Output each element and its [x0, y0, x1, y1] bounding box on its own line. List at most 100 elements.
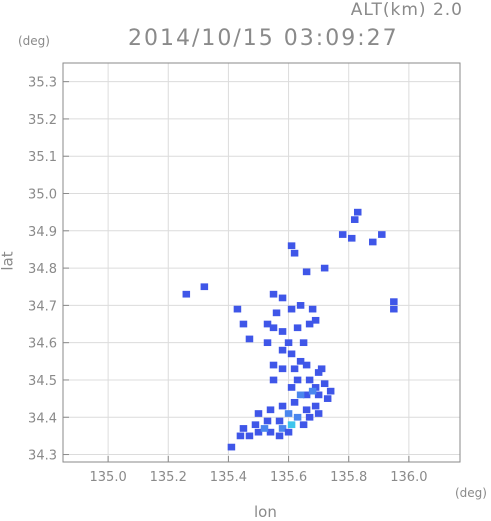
- echo-cell: [239, 320, 248, 328]
- echo-cell: [299, 421, 308, 429]
- axis-ticks: 135.0 135.2 135.4 135.6 135.8 136.0 35.3 35.2 35…: [28, 76, 427, 485]
- plot-frame: [62, 62, 461, 463]
- echo-cell: [287, 421, 296, 429]
- echo-cell: [293, 413, 302, 421]
- echo-cell: [338, 231, 347, 238]
- y-tick-label: 35.1: [28, 150, 57, 165]
- echo-cell: [275, 432, 284, 440]
- echo-cell: [302, 391, 311, 399]
- echo-cell: [305, 320, 314, 328]
- echo-cell: [269, 290, 278, 298]
- echo-cell: [378, 231, 386, 238]
- y-tick-label: 34.7: [28, 299, 57, 314]
- echo-cell: [299, 339, 308, 347]
- echo-cell: [260, 425, 269, 432]
- y-unit-label: (deg): [18, 34, 50, 48]
- echo-cell: [314, 369, 323, 376]
- echo-cell: [326, 387, 335, 395]
- echo-cell: [266, 428, 275, 436]
- echo-cell: [233, 305, 242, 313]
- echo-cell: [245, 335, 254, 343]
- y-tick-label: 34.5: [28, 374, 57, 389]
- x-unit-label: (deg): [455, 486, 487, 500]
- echo-cell: [269, 361, 278, 369]
- y-tick-label: 35.0: [28, 188, 57, 203]
- y-tick-label: 34.9: [28, 225, 57, 240]
- echo-cell: [263, 339, 272, 347]
- echo-cell: [251, 421, 260, 429]
- echo-cell: [317, 365, 326, 373]
- echo-cell: [284, 428, 293, 436]
- echo-cell: [236, 432, 245, 440]
- echo-cell: [350, 216, 359, 223]
- echo-cell: [311, 316, 320, 324]
- echo-cell: [311, 402, 320, 410]
- echo-cell: [266, 406, 275, 414]
- y-tick-label: 35.2: [28, 113, 57, 128]
- y-tick-label: 34.4: [28, 411, 57, 426]
- altitude-label: ALT(km) 2.0: [350, 0, 463, 20]
- echo-cell: [320, 264, 329, 272]
- echo-cell: [275, 417, 284, 425]
- echo-cell: [320, 380, 329, 388]
- echo-cell: [278, 425, 287, 432]
- echo-cell: [290, 249, 299, 257]
- chart-title: 2014/10/15 03:09:27: [128, 26, 399, 51]
- grid-lines: [63, 63, 460, 462]
- x-tick-label: 135.0: [90, 470, 127, 485]
- echo-cell: [302, 361, 311, 369]
- echo-cell: [278, 402, 287, 410]
- echo-cell: [254, 428, 263, 436]
- x-tick-label: 135.2: [150, 470, 187, 485]
- y-tick-label: 34.3: [28, 449, 57, 464]
- echo-cell: [302, 268, 311, 276]
- x-tick-label: 135.4: [210, 470, 247, 485]
- echo-cell: [263, 320, 272, 328]
- echo-cell: [290, 365, 299, 373]
- echo-cell: [269, 376, 278, 384]
- echo-cell: [296, 302, 305, 309]
- echo-cell: [390, 298, 398, 306]
- y-tick-label: 34.8: [28, 262, 57, 277]
- echo-cell: [278, 365, 287, 373]
- echo-cell: [278, 294, 287, 302]
- echo-cell: [263, 417, 272, 425]
- echo-cell: [305, 413, 314, 421]
- y-tick-label: 34.6: [28, 337, 57, 352]
- echo-cell: [323, 395, 332, 402]
- x-tick-label: 135.8: [330, 470, 367, 485]
- echo-cell: [369, 238, 377, 246]
- echo-cell: [293, 324, 302, 332]
- echo-cell: [278, 328, 287, 335]
- echo-cell: [287, 242, 296, 250]
- x-tick-label: 136.0: [390, 470, 427, 485]
- echo-cell: [302, 406, 311, 414]
- echo-cell: [182, 290, 191, 298]
- echo-cell: [314, 391, 323, 399]
- echo-cells: [182, 208, 398, 451]
- echo-cell: [305, 376, 314, 384]
- echo-cell: [347, 234, 356, 242]
- echo-cell: [287, 384, 296, 391]
- echo-cell: [287, 350, 296, 358]
- echo-cell: [390, 305, 398, 313]
- echo-cell: [269, 324, 278, 332]
- echo-cell: [227, 443, 236, 451]
- echo-cell: [284, 410, 293, 417]
- echo-cell: [254, 410, 263, 417]
- echo-cell: [308, 305, 317, 313]
- echo-cell: [290, 398, 299, 406]
- echo-cell: [278, 346, 287, 354]
- echo-cell: [308, 387, 317, 395]
- echo-cell: [287, 305, 296, 313]
- echo-cell: [245, 432, 254, 440]
- x-tick-label: 135.6: [270, 470, 307, 485]
- echo-cell: [200, 283, 209, 291]
- echo-cell: [284, 339, 293, 347]
- y-tick-label: 35.3: [28, 76, 57, 91]
- echo-cell: [239, 425, 248, 432]
- echo-cell: [272, 309, 281, 317]
- echo-cell: [296, 357, 305, 365]
- echo-cell: [293, 376, 302, 384]
